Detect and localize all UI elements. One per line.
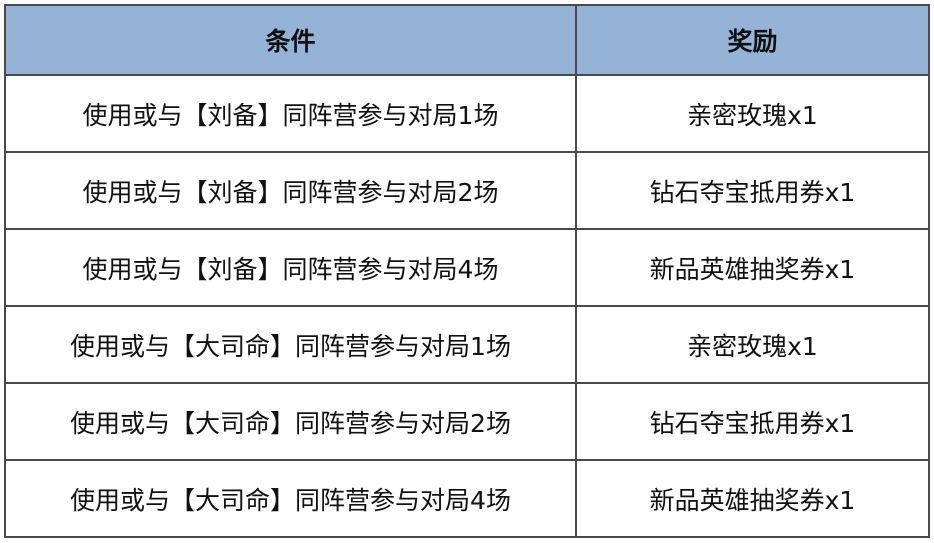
table-row: 使用或与【大司命】同阵营参与对局4场 新品英雄抽奖券x1 — [4, 459, 930, 538]
condition-cell: 使用或与【刘备】同阵营参与对局4场 — [4, 228, 577, 307]
table-row: 使用或与【刘备】同阵营参与对局1场 亲密玫瑰x1 — [4, 74, 930, 153]
table-row: 使用或与【大司命】同阵营参与对局2场 钻石夺宝抵用券x1 — [4, 382, 930, 461]
reward-cell: 钻石夺宝抵用券x1 — [575, 382, 930, 461]
header-condition: 条件 — [4, 4, 577, 76]
rewards-table: 条件 奖励 使用或与【刘备】同阵营参与对局1场 亲密玫瑰x1 使用或与【刘备】同… — [4, 4, 930, 538]
reward-cell: 亲密玫瑰x1 — [575, 305, 930, 384]
table-row: 使用或与【刘备】同阵营参与对局2场 钻石夺宝抵用券x1 — [4, 151, 930, 230]
condition-cell: 使用或与【刘备】同阵营参与对局1场 — [4, 74, 577, 153]
reward-cell: 钻石夺宝抵用券x1 — [575, 151, 930, 230]
condition-cell: 使用或与【大司命】同阵营参与对局1场 — [4, 305, 577, 384]
reward-cell: 新品英雄抽奖券x1 — [575, 459, 930, 538]
reward-cell: 亲密玫瑰x1 — [575, 74, 930, 153]
condition-cell: 使用或与【刘备】同阵营参与对局2场 — [4, 151, 577, 230]
table-row: 使用或与【大司命】同阵营参与对局1场 亲密玫瑰x1 — [4, 305, 930, 384]
header-reward: 奖励 — [575, 4, 930, 76]
reward-cell: 新品英雄抽奖券x1 — [575, 228, 930, 307]
header-row: 条件 奖励 — [4, 4, 930, 76]
table-row: 使用或与【刘备】同阵营参与对局4场 新品英雄抽奖券x1 — [4, 228, 930, 307]
condition-cell: 使用或与【大司命】同阵营参与对局2场 — [4, 382, 577, 461]
condition-cell: 使用或与【大司命】同阵营参与对局4场 — [4, 459, 577, 538]
